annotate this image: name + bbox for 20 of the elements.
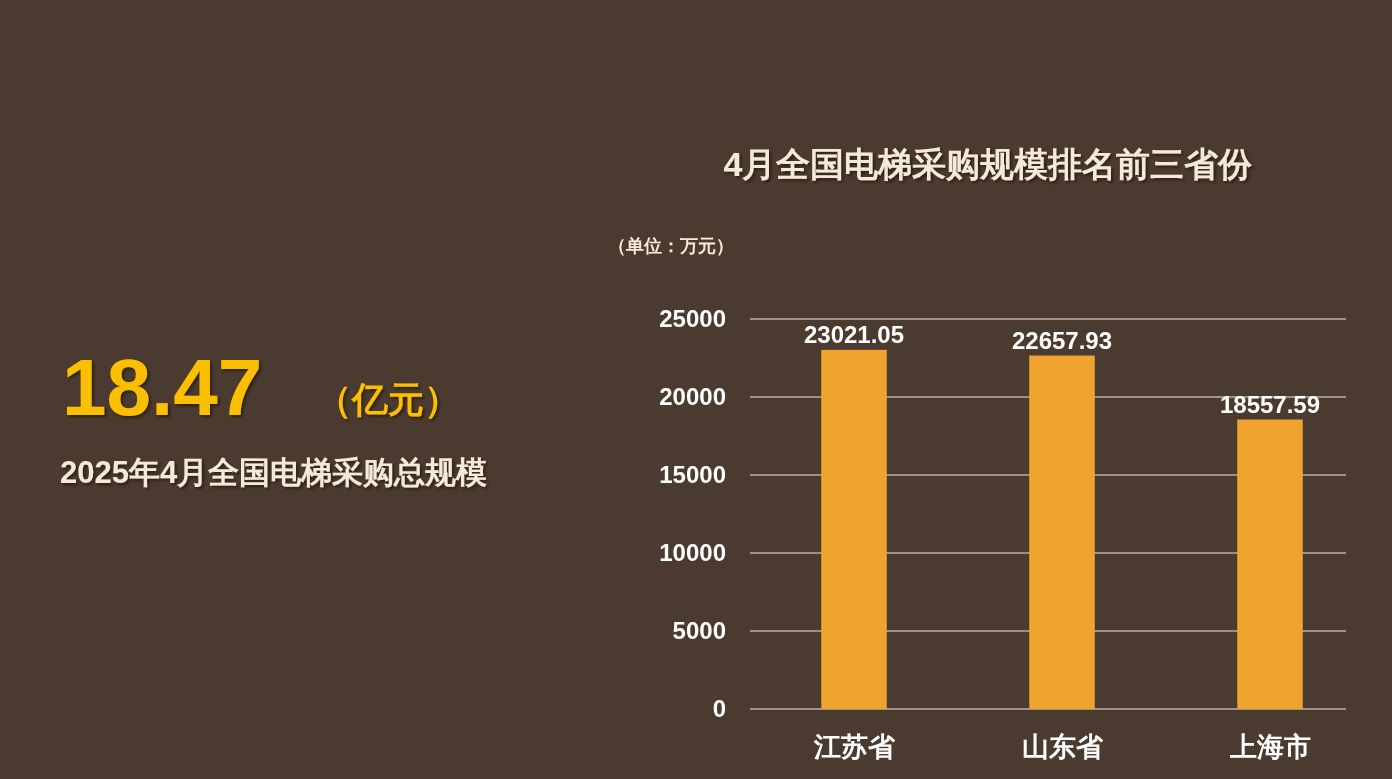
x-tick-label: 江苏省 (812, 732, 896, 762)
y-axis-title: （单位：万元） (608, 236, 734, 256)
bar (1029, 355, 1095, 709)
y-tick-label: 20000 (659, 383, 726, 411)
text: 2025年4月全国电梯采购总规模 (60, 455, 488, 490)
y-tick-label: 5000 (672, 617, 726, 645)
y-tick-label: 25000 (659, 305, 726, 333)
y-tick-label: 15000 (659, 461, 726, 489)
x-tick-label: 山东省 (1021, 732, 1104, 762)
data-label: 22657.93 (1011, 326, 1113, 354)
chart-title: 4月全国电梯采购规模排名前三省份 (723, 145, 1254, 183)
data-label: 18557.59 (1219, 390, 1321, 418)
text: （亿元） (316, 379, 460, 420)
data-label: 23021.05 (803, 320, 905, 348)
y-tick-label: 10000 (659, 539, 726, 567)
x-tick-label: 上海市 (1228, 732, 1311, 762)
text: 18.47 (62, 343, 263, 432)
bar (821, 349, 887, 709)
bar (1237, 419, 1303, 709)
y-tick-label: 0 (712, 695, 726, 723)
